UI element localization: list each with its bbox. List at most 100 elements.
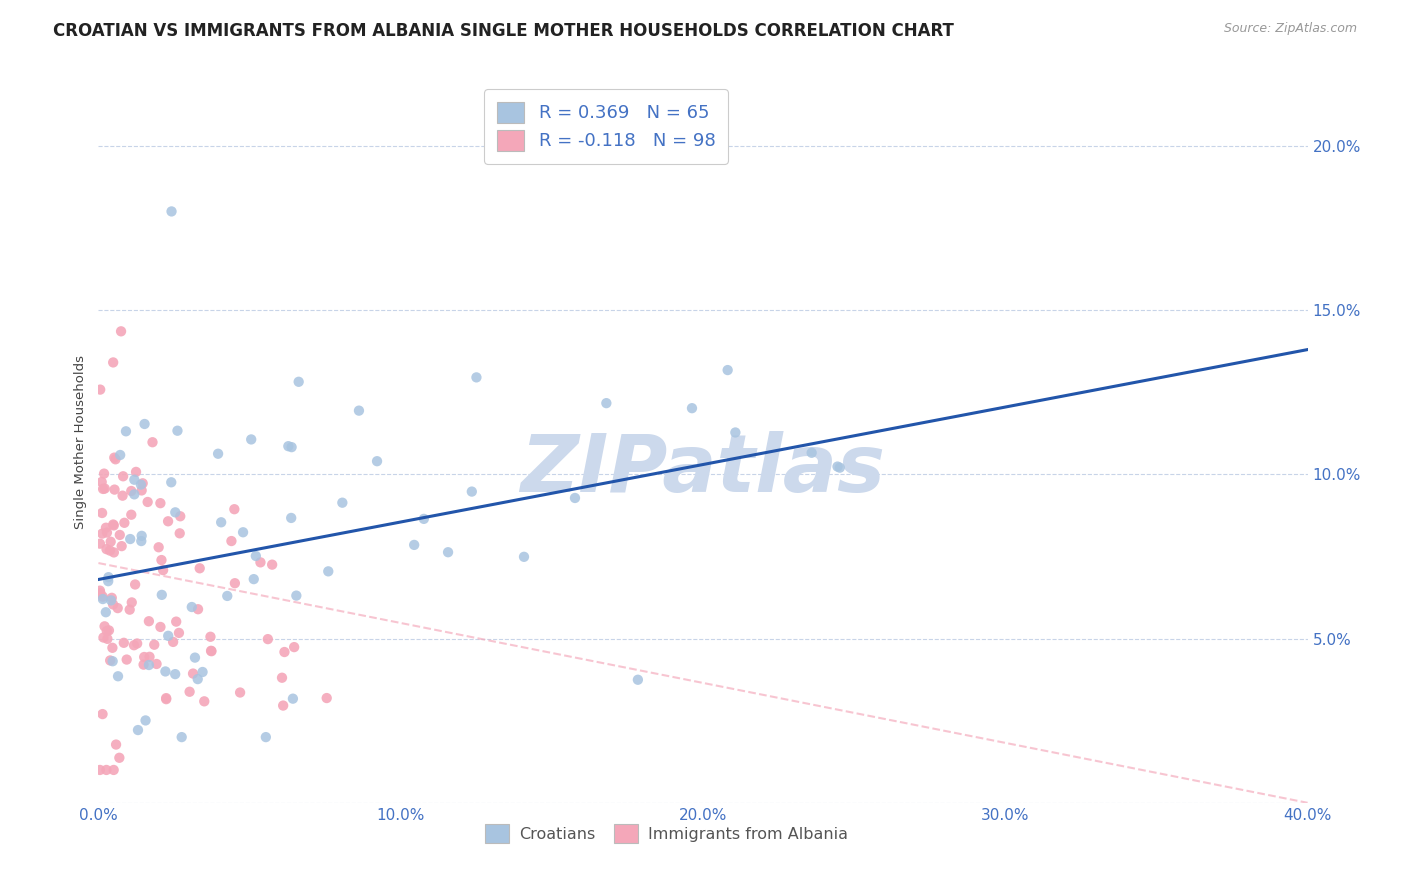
- Point: [315, 691, 337, 706]
- Point: [89, 763, 111, 777]
- Point: [165, 615, 187, 629]
- Point: [145, 657, 167, 671]
- Point: [100, 534, 122, 549]
- Point: [135, 714, 157, 728]
- Point: [91, 482, 114, 496]
- Point: [412, 512, 434, 526]
- Point: [200, 630, 222, 644]
- Point: [281, 691, 304, 706]
- Point: [564, 491, 586, 505]
- Point: [91, 590, 114, 604]
- Point: [287, 375, 309, 389]
- Point: [101, 591, 124, 605]
- Point: [513, 549, 536, 564]
- Point: [191, 665, 214, 679]
- Point: [101, 654, 124, 668]
- Point: [93, 631, 115, 645]
- Point: [91, 592, 114, 607]
- Point: [285, 589, 308, 603]
- Point: [167, 626, 190, 640]
- Point: [465, 370, 488, 384]
- Point: [120, 532, 142, 546]
- Point: [209, 516, 232, 530]
- Point: [160, 204, 183, 219]
- Point: [131, 476, 153, 491]
- Point: [224, 502, 246, 516]
- Point: [232, 525, 254, 540]
- Point: [166, 424, 188, 438]
- Text: CROATIAN VS IMMIGRANTS FROM ALBANIA SINGLE MOTHER HOUSEHOLDS CORRELATION CHART: CROATIAN VS IMMIGRANTS FROM ALBANIA SING…: [53, 22, 955, 40]
- Point: [224, 576, 246, 591]
- Point: [97, 624, 120, 638]
- Text: Source: ZipAtlas.com: Source: ZipAtlas.com: [1223, 22, 1357, 36]
- Point: [89, 583, 111, 598]
- Point: [112, 516, 135, 530]
- Point: [132, 657, 155, 672]
- Point: [103, 763, 125, 777]
- Point: [124, 473, 146, 487]
- Point: [94, 521, 117, 535]
- Point: [149, 620, 172, 634]
- Point: [122, 638, 145, 652]
- Point: [271, 671, 294, 685]
- Point: [115, 425, 138, 439]
- Point: [827, 459, 849, 474]
- Point: [103, 517, 125, 532]
- Point: [108, 751, 131, 765]
- Point: [131, 529, 153, 543]
- Point: [103, 483, 125, 497]
- Point: [150, 553, 173, 567]
- Point: [149, 496, 172, 510]
- Point: [245, 549, 267, 563]
- Point: [97, 574, 120, 589]
- Point: [120, 483, 142, 498]
- Point: [96, 525, 118, 540]
- Point: [105, 738, 128, 752]
- Point: [118, 602, 141, 616]
- Point: [179, 685, 201, 699]
- Point: [330, 496, 353, 510]
- Point: [249, 555, 271, 569]
- Point: [169, 526, 191, 541]
- Point: [257, 632, 280, 647]
- Point: [187, 602, 209, 616]
- Y-axis label: Single Mother Households: Single Mother Households: [75, 354, 87, 529]
- Point: [143, 638, 166, 652]
- Point: [217, 589, 239, 603]
- Point: [138, 649, 160, 664]
- Point: [100, 593, 122, 607]
- Point: [124, 487, 146, 501]
- Point: [134, 650, 156, 665]
- Point: [96, 542, 118, 557]
- Point: [157, 514, 180, 528]
- Point: [96, 624, 118, 638]
- Point: [180, 600, 202, 615]
- Point: [98, 543, 121, 558]
- Point: [187, 672, 209, 686]
- Point: [91, 526, 114, 541]
- Point: [101, 640, 124, 655]
- Point: [125, 465, 148, 479]
- Point: [127, 723, 149, 737]
- Point: [160, 475, 183, 490]
- Point: [800, 446, 823, 460]
- Point: [461, 484, 484, 499]
- Point: [717, 363, 740, 377]
- Point: [366, 454, 388, 468]
- Point: [108, 448, 131, 462]
- Point: [89, 586, 111, 600]
- Point: [103, 518, 125, 533]
- Point: [115, 652, 138, 666]
- Point: [207, 447, 229, 461]
- Point: [104, 452, 127, 467]
- Point: [129, 534, 152, 549]
- Point: [627, 673, 650, 687]
- Point: [240, 433, 263, 447]
- Point: [280, 511, 302, 525]
- Point: [200, 644, 222, 658]
- Point: [148, 541, 170, 555]
- Point: [93, 619, 115, 633]
- Point: [242, 572, 264, 586]
- Point: [90, 475, 112, 489]
- Point: [347, 403, 370, 417]
